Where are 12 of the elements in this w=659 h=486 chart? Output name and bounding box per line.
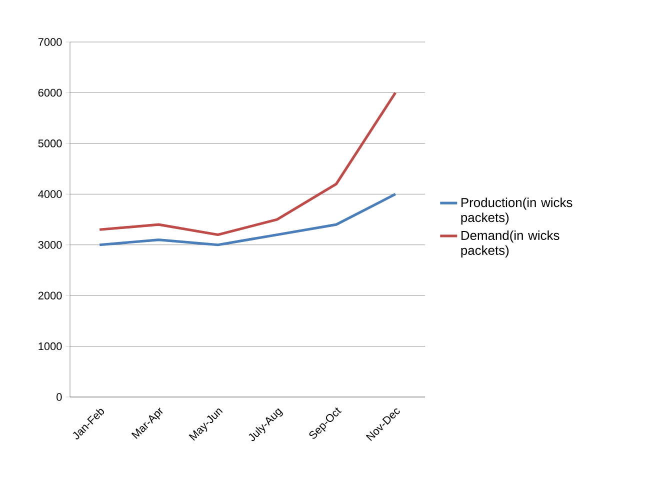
y-tick-label: 1000 <box>38 342 62 350</box>
line-series <box>98 192 397 246</box>
y-tick-label: 2000 <box>38 292 62 300</box>
y-tick-label: 6000 <box>38 88 62 97</box>
y-tick-label: 0 <box>56 393 62 401</box>
line-series <box>98 91 397 236</box>
y-tick-label: 3000 <box>38 240 62 249</box>
y-tick-label: 4000 <box>38 190 62 198</box>
y-tick-label: 5000 <box>38 140 62 148</box>
y-tick-label: 7000 <box>38 38 62 46</box>
legend-label: Production(in wicks packets) <box>461 198 572 225</box>
legend-label: Demand(in wicks packets) <box>461 230 560 258</box>
